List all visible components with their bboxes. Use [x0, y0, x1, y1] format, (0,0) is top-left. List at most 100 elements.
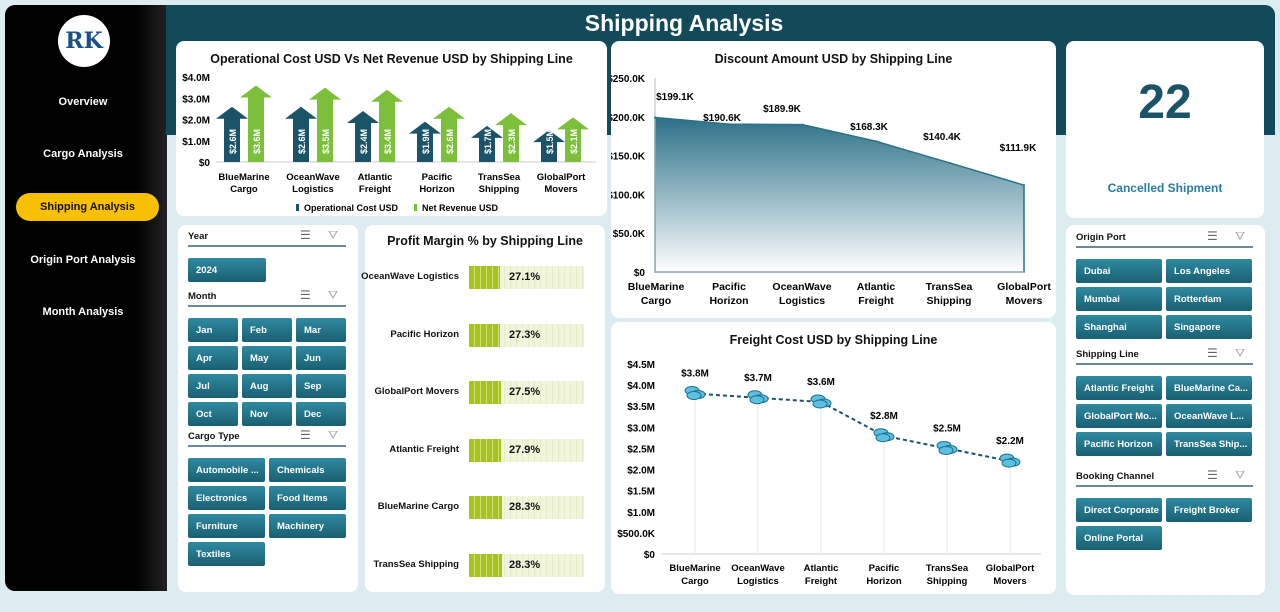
slicer-item-apr[interactable]: Apr [188, 346, 238, 370]
multi-select-icon[interactable]: ☰ [300, 228, 311, 242]
clear-filter-icon[interactable]: ⛛ [328, 288, 339, 302]
slicer-item-oceanwave-l[interactable]: OceanWave L... [1166, 404, 1252, 428]
slicer-item-sep[interactable]: Sep [296, 374, 346, 398]
data-label: 27.9% [509, 443, 541, 456]
bar-operational-cost-usd [216, 106, 248, 162]
slicer-item-direct-corporate[interactable]: Direct Corporate [1076, 498, 1162, 522]
y-tick-label: $1.0M [627, 508, 655, 519]
slicer-item-atlantic-freight[interactable]: Atlantic Freight [1076, 376, 1162, 400]
data-point [875, 140, 878, 143]
x-tick-label: TransSea [926, 281, 973, 293]
nav-origin-port-analysis[interactable]: Origin Port Analysis [30, 254, 136, 266]
nav-shipping-analysis[interactable]: Shipping Analysis [16, 193, 159, 221]
slicer-item-automobile[interactable]: Automobile ... [188, 458, 265, 482]
nav-overview[interactable]: Overview [58, 96, 108, 108]
slicer-item-oct[interactable]: Oct [188, 402, 238, 426]
slicer-item-furniture[interactable]: Furniture [188, 514, 265, 538]
slicer-item-feb[interactable]: Feb [242, 318, 292, 342]
y-tick-label: $4.5M [627, 360, 655, 371]
slicer-item-pacific-horizon[interactable]: Pacific Horizon [1076, 432, 1162, 456]
y-tick-label: $2.0M [627, 466, 655, 477]
slicer-item-electronics[interactable]: Electronics [188, 486, 265, 510]
slicer-item-freight-broker[interactable]: Freight Broker [1166, 498, 1252, 522]
chart-title: Discount Amount USD by Shipping Line [714, 52, 953, 66]
slicer-item-may[interactable]: May [242, 346, 292, 370]
slicer-title: Booking Channel [1076, 471, 1155, 482]
page-title: Shipping Analysis [584, 10, 784, 36]
slicer-item-chemicals[interactable]: Chemicals [269, 458, 346, 482]
data-label: $1.5M [545, 129, 555, 154]
x-tick-label: Cargo [681, 576, 709, 587]
category-label: BlueMarine Cargo [377, 501, 459, 512]
x-tick-label: Pacific [712, 281, 746, 293]
slicer-item-los-angeles[interactable]: Los Angeles [1166, 259, 1252, 283]
divider [1076, 485, 1253, 487]
nav-month-analysis[interactable]: Month Analysis [42, 306, 124, 318]
data-label: $2.3M [507, 129, 517, 154]
slicer-item-jan[interactable]: Jan [188, 318, 238, 342]
data-label: $111.9K [1000, 143, 1037, 154]
data-label: $1.7M [483, 129, 493, 154]
clear-filter-icon[interactable]: ⛛ [1235, 229, 1246, 243]
divider [1076, 363, 1253, 365]
slicer-item-dubai[interactable]: Dubai [1076, 259, 1162, 283]
data-label: $3.4M [383, 129, 393, 154]
bar-net-revenue-usd [240, 85, 272, 162]
discount-chart: $0 $50.0K $100.0K $150.0K $200.0K $250.0K $199… [611, 74, 1051, 307]
company-logo: RK [58, 15, 110, 67]
slicer-item-singapore[interactable]: Singapore [1166, 315, 1252, 339]
bar-net-revenue-usd [371, 89, 403, 162]
bar-operational-cost-usd [285, 106, 317, 162]
y-tick-label: $3.0M [182, 94, 210, 105]
slicer-item-nov[interactable]: Nov [242, 402, 292, 426]
kpi-value: 22 [1138, 76, 1192, 129]
multi-select-icon[interactable]: ☰ [300, 428, 311, 442]
left-slicers-panel: Year ☰ ⛛ 2024 Month ☰ ⛛ Jan Feb Mar Apr May Jun Jul Au… [178, 225, 358, 592]
slicer-item-aug[interactable]: Aug [242, 374, 292, 398]
y-tick-label: $500.0K [617, 529, 656, 540]
data-point [801, 123, 804, 126]
slicer-item-mumbai[interactable]: Mumbai [1076, 287, 1162, 311]
slicer-item-shanghai[interactable]: Shanghai [1076, 315, 1162, 339]
slicer-item-jun[interactable]: Jun [296, 346, 346, 370]
slicer-item-dec[interactable]: Dec [296, 402, 346, 426]
clear-filter-icon[interactable]: ⛛ [328, 428, 339, 442]
slicer-item-rotterdam[interactable]: Rotterdam [1166, 287, 1252, 311]
freight-card: Freight Cost USD by Shipping Line $0 $500… [611, 322, 1056, 594]
multi-select-icon[interactable]: ☰ [1207, 346, 1218, 360]
sidebar [5, 5, 167, 591]
nav-cargo-analysis[interactable]: Cargo Analysis [43, 148, 123, 160]
multi-select-icon[interactable]: ☰ [1207, 468, 1218, 482]
slicer-item-online-portal[interactable]: Online Portal [1076, 526, 1162, 550]
x-tick-label: Horizon [866, 576, 902, 587]
slicer-title: Year [188, 231, 209, 242]
y-tick-label: $100.0K [611, 190, 646, 201]
data-label: $199.1K [656, 92, 695, 103]
slicer-item-globalport-mo[interactable]: GlobalPort Mo... [1076, 404, 1162, 428]
slicer-item-bluemarine-ca[interactable]: BlueMarine Ca... [1166, 376, 1252, 400]
slicer-item-machinery[interactable]: Machinery [269, 514, 346, 538]
bar-fill [469, 323, 501, 347]
multi-select-icon[interactable]: ☰ [1207, 229, 1218, 243]
slicer-item-2024[interactable]: 2024 [188, 258, 266, 282]
slicer-item-mar[interactable]: Mar [296, 318, 346, 342]
data-point [949, 162, 952, 165]
discount-card: Discount Amount USD by Shipping Line $0 $… [611, 41, 1056, 318]
data-label: $3.7M [744, 373, 772, 384]
clear-filter-icon[interactable]: ⛛ [328, 228, 339, 242]
right-slicers-panel: Origin Port ☰ ⛛ Dubai Los Angeles Mumbai Rotte… [1066, 225, 1265, 595]
slicer-item-textiles[interactable]: Textiles [188, 542, 265, 566]
clear-filter-icon[interactable]: ⛛ [1235, 468, 1246, 482]
x-tick-label: Logistics [737, 576, 779, 587]
multi-select-icon[interactable]: ☰ [300, 288, 311, 302]
x-tick-label: Logistics [779, 295, 825, 307]
data-point [727, 123, 730, 126]
slicer-item-jul[interactable]: Jul [188, 374, 238, 398]
y-tick-label: $2.5M [627, 444, 655, 455]
slicer-item-food-items[interactable]: Food Items [269, 486, 346, 510]
bar-operational-cost-usd [347, 111, 379, 162]
clear-filter-icon[interactable]: ⛛ [1235, 346, 1246, 360]
slicer-item-transsea-ship[interactable]: TransSea Ship... [1166, 432, 1252, 456]
data-label: $2.6M [297, 129, 307, 154]
data-point [654, 116, 656, 119]
